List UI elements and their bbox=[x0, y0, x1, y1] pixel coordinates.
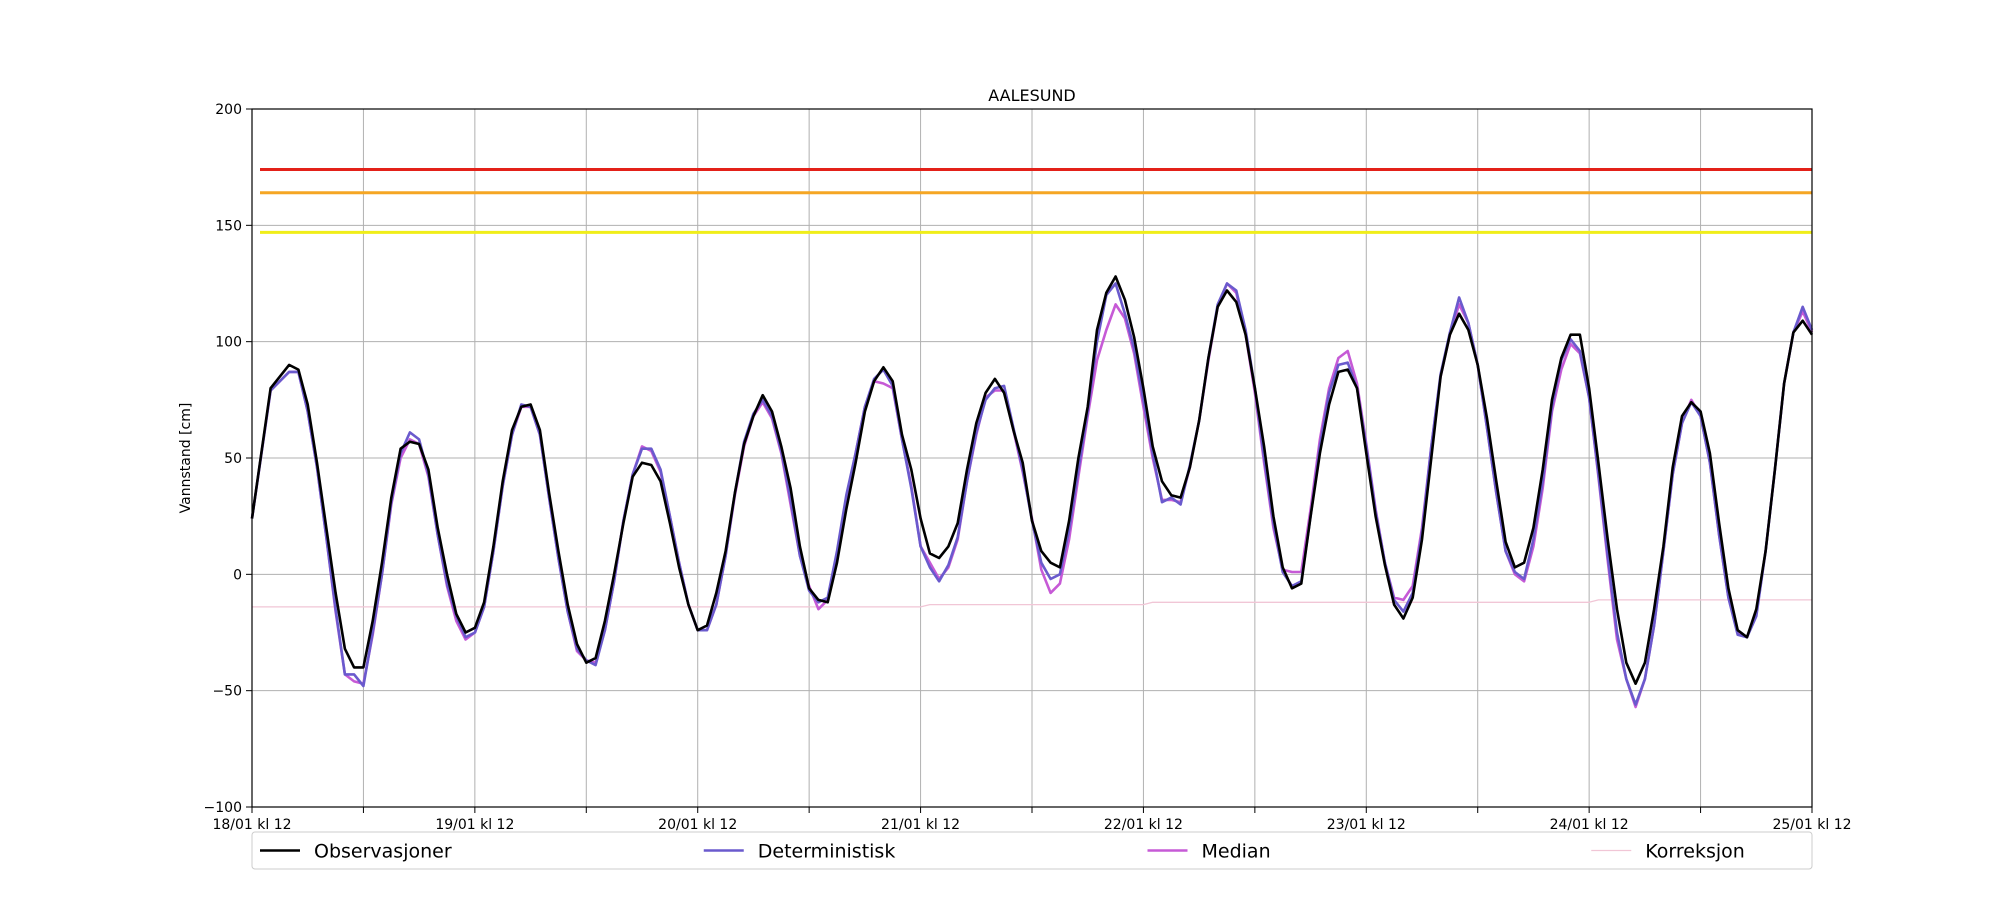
y-tick-label: 0 bbox=[233, 567, 242, 583]
legend-label-observasjoner: Observasjoner bbox=[314, 841, 452, 863]
series-line-observasjoner bbox=[250, 275, 1814, 685]
y-axis-label: Vannstand [cm] bbox=[178, 403, 194, 514]
y-tick-label: −50 bbox=[212, 684, 242, 700]
y-tick-label: −100 bbox=[204, 800, 242, 816]
series-lines bbox=[250, 275, 1814, 709]
x-tick-label: 18/01 kl 12 bbox=[212, 817, 291, 833]
x-tick-label: 21/01 kl 12 bbox=[881, 817, 960, 833]
y-tick-label: 50 bbox=[224, 451, 242, 467]
y-tick-label: 200 bbox=[215, 102, 242, 118]
legend-label-korreksjon: Korreksjon bbox=[1645, 841, 1745, 863]
x-axis-ticks: 18/01 kl 12 19/01 kl 12 20/01 kl 12 21/01 k… bbox=[212, 807, 1852, 833]
chart-title: AALESUND bbox=[988, 86, 1076, 105]
legend-label-median: Median bbox=[1202, 841, 1271, 863]
grid bbox=[251, 108, 1813, 808]
legend-label-deterministisk: Deterministisk bbox=[758, 841, 896, 863]
x-tick-label: 25/01 kl 12 bbox=[1772, 817, 1851, 833]
y-axis-ticks: −100 −50 0 50 100 150 200 bbox=[204, 102, 252, 816]
x-tick-label: 22/01 kl 12 bbox=[1104, 817, 1183, 833]
threshold-lines bbox=[260, 167, 1812, 234]
series-line-korreksjon bbox=[252, 599, 1812, 608]
legend: Observasjoner Deterministisk Median Korreks… bbox=[251, 831, 1813, 870]
x-tick-label: 24/01 kl 12 bbox=[1550, 817, 1629, 833]
x-tick-label: 19/01 kl 12 bbox=[435, 817, 514, 833]
x-tick-label: 23/01 kl 12 bbox=[1327, 817, 1406, 833]
y-tick-label: 100 bbox=[215, 335, 242, 351]
y-tick-label: 150 bbox=[215, 218, 242, 234]
legend-box bbox=[251, 831, 1813, 870]
x-tick-label: 20/01 kl 12 bbox=[658, 817, 737, 833]
